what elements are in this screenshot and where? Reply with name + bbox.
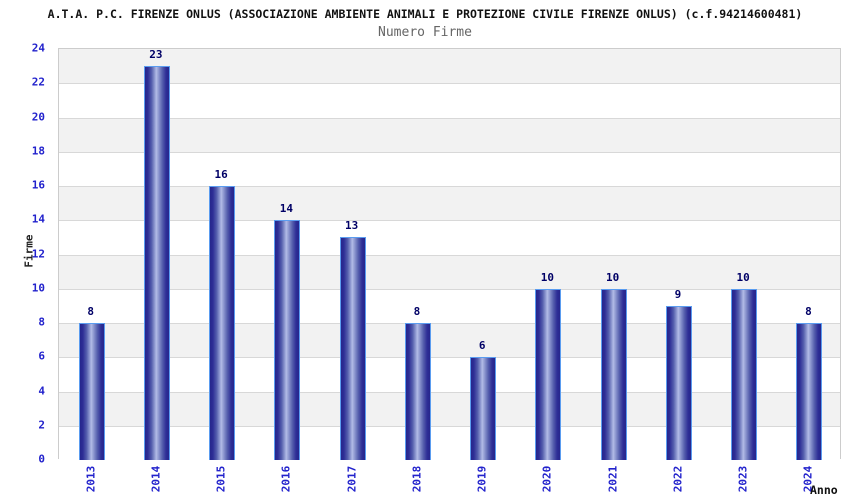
gridline: [59, 220, 840, 222]
bar-value-label: 23: [149, 48, 163, 62]
gridline: [59, 323, 840, 324]
plot-band: [59, 254, 840, 289]
y-tick-label: 6: [38, 349, 45, 363]
plot-band: [59, 49, 840, 84]
y-tick-label: 12: [31, 247, 45, 260]
bar-2022: [665, 305, 692, 460]
y-tick-label: 14: [31, 212, 45, 226]
bar-2021: [600, 288, 627, 460]
gridline: [59, 254, 840, 256]
plot-band: [59, 391, 840, 426]
plot-area: [58, 48, 841, 460]
y-tick-label: 0: [38, 452, 45, 466]
y-tick-label: 22: [31, 75, 45, 89]
x-tick-label-2016: 2016: [279, 465, 293, 493]
x-tick-label-2017: 2017: [345, 465, 359, 493]
plot-band: [59, 323, 840, 358]
bar-value-label: 16: [214, 168, 228, 181]
bar-2017: [339, 237, 366, 460]
plot-band: [59, 357, 840, 392]
bar-value-label: 10: [606, 270, 620, 284]
bar-value-label: 8: [805, 305, 812, 318]
y-tick-label: 16: [31, 178, 45, 192]
chart-subtitle: Numero Firme: [378, 25, 472, 40]
y-tick-label: 4: [38, 384, 45, 397]
plot-band: [59, 220, 840, 255]
gridline: [59, 288, 840, 290]
x-axis-label: Anno: [810, 483, 838, 497]
y-tick-label: 24: [31, 41, 45, 55]
bar-2013: [78, 323, 105, 460]
bar-2014: [143, 66, 170, 460]
bar-value-label: 6: [478, 339, 486, 353]
x-tick-label-2023: 2023: [736, 465, 750, 493]
bar-value-label: 10: [540, 270, 554, 284]
x-tick-label-2015: 2015: [214, 465, 228, 493]
bar-2020: [535, 288, 562, 460]
bar-2023: [731, 288, 758, 460]
plot-band: [59, 83, 840, 118]
x-tick-label-2013: 2013: [84, 465, 98, 493]
bar-value-label: 10: [736, 270, 750, 284]
y-tick-label: 2: [38, 418, 45, 432]
gridline: [59, 391, 840, 393]
bar-value-label: 8: [413, 305, 421, 318]
bar-value-label: 9: [674, 287, 682, 301]
bar-2018: [404, 323, 431, 460]
plot-band: [59, 151, 840, 186]
gridline: [59, 186, 840, 187]
x-tick-label-2021: 2021: [606, 465, 620, 493]
y-tick-label: 20: [31, 110, 45, 123]
chart-title: A.T.A. P.C. FIRENZE ONLUS (ASSOCIAZIONE …: [47, 7, 803, 21]
gridline: [59, 151, 840, 153]
y-tick-label: 8: [38, 315, 45, 329]
x-tick-label-2019: 2019: [475, 465, 489, 493]
y-tick-label: 10: [31, 281, 45, 295]
x-tick-label-2022: 2022: [671, 465, 685, 493]
gridline: [59, 425, 840, 427]
bar-2024: [796, 323, 823, 460]
plot-band: [59, 117, 840, 152]
plot-band: [59, 186, 840, 221]
x-tick-label-2020: 2020: [540, 465, 554, 493]
bar-value-label: 13: [345, 219, 359, 233]
bar-value-label: 8: [87, 305, 94, 318]
bar-2019: [470, 357, 497, 460]
gridline: [59, 357, 840, 359]
plot-band: [59, 288, 840, 323]
bar-2016: [274, 220, 301, 460]
gridline: [59, 83, 840, 85]
bar-2015: [209, 186, 236, 460]
gridline: [59, 117, 840, 119]
bar-value-label: 14: [279, 202, 293, 216]
x-tick-label-2018: 2018: [410, 465, 424, 493]
plot-band: [59, 425, 840, 460]
y-tick-label: 18: [31, 144, 45, 158]
x-tick-label-2014: 2014: [149, 465, 163, 493]
